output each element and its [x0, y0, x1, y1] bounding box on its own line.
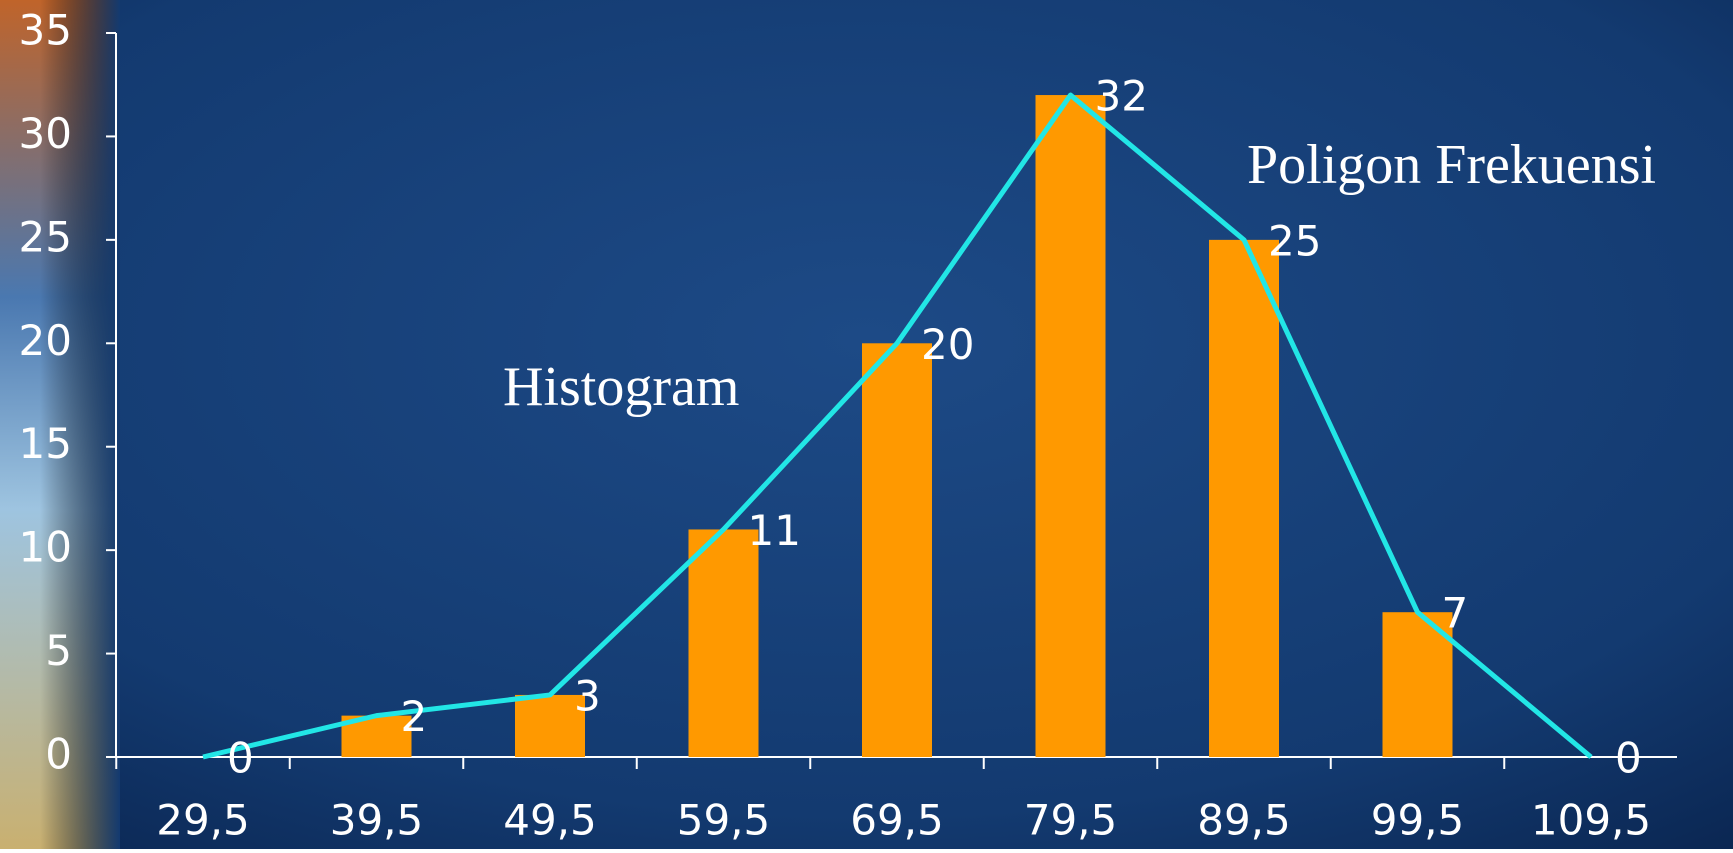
polygon-line: [202, 92, 1593, 760]
bar: [688, 529, 759, 757]
data-label: 2: [401, 692, 428, 741]
bar: [515, 694, 585, 757]
x-tick-label: 79,5: [1024, 796, 1118, 845]
bar: [862, 343, 932, 757]
y-tick-label: 15: [19, 419, 72, 468]
bar: [1035, 95, 1106, 758]
y-tick-label: 5: [45, 626, 72, 675]
data-label: 7: [1442, 589, 1469, 638]
annotation: Poligon Frekuensi: [1247, 134, 1656, 196]
x-tick-label: 69,5: [850, 796, 944, 845]
x-tick-label: 89,5: [1197, 796, 1291, 845]
x-tick-label: 39,5: [330, 796, 424, 845]
y-tick-label: 0: [45, 730, 72, 779]
x-tick-label: 49,5: [503, 796, 597, 845]
y-tick-label: 20: [19, 316, 72, 365]
annotation: Histogram: [503, 356, 739, 418]
data-label: 0: [227, 734, 254, 783]
data-label: 25: [1268, 216, 1321, 265]
x-tick-label: 109,5: [1531, 796, 1651, 845]
data-label: 11: [748, 506, 801, 555]
data-label: 0: [1615, 734, 1642, 783]
y-tick-label: 35: [19, 6, 72, 55]
data-label: 3: [574, 671, 601, 720]
data-label: 32: [1095, 72, 1148, 121]
edge-fade: [40, 0, 120, 849]
data-label: 20: [921, 320, 974, 369]
y-tick-label: 30: [19, 109, 72, 158]
x-tick-label: 59,5: [677, 796, 771, 845]
bar: [1209, 239, 1279, 757]
bar: [1382, 612, 1453, 757]
y-tick-label: 10: [19, 523, 72, 572]
x-tick-label: 99,5: [1371, 796, 1465, 845]
y-tick-label: 25: [19, 212, 72, 261]
x-tick-label: 29,5: [156, 796, 250, 845]
